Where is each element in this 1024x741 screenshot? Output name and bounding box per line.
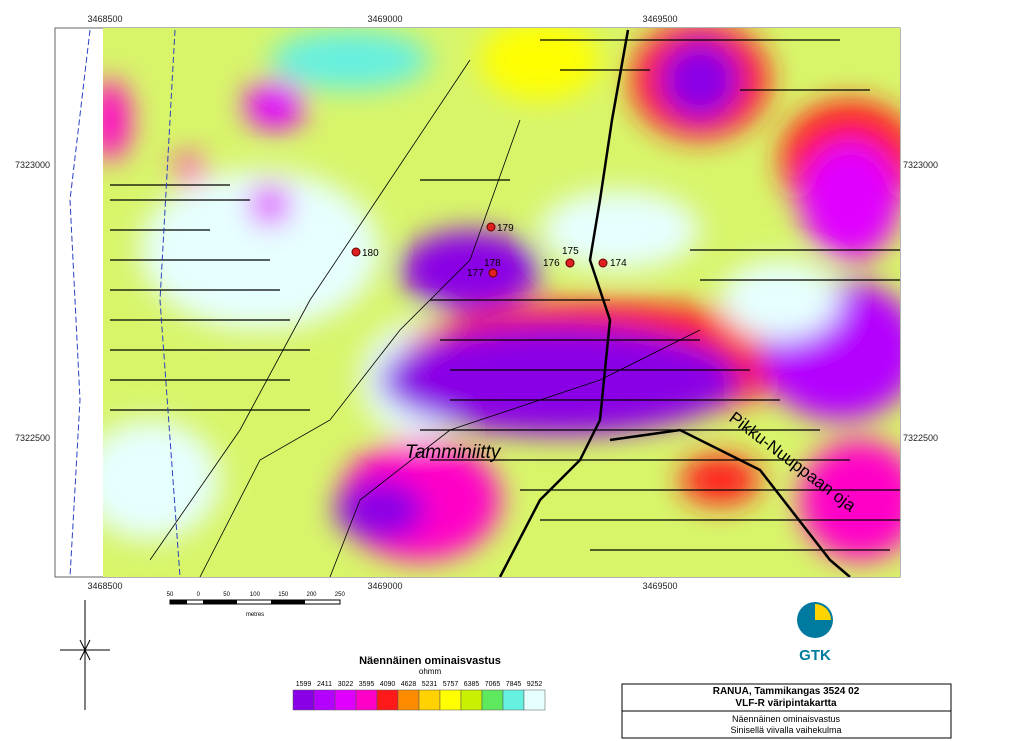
gtk-logo: GTK	[797, 602, 833, 664]
legend-swatch	[355, 689, 378, 711]
scale-label: 50	[223, 592, 230, 598]
coordinate-labels: 3468500 3468500 3469000 3469000 3469500 34695…	[15, 14, 938, 591]
legend-swatch	[439, 689, 462, 711]
legend-label: 5231	[422, 681, 438, 688]
legend-swatch	[334, 689, 357, 711]
point-label: 178	[484, 258, 501, 269]
legend-swatch	[397, 689, 420, 711]
legend-label: 2411	[317, 681, 332, 688]
legend-swatch	[481, 689, 504, 711]
legend-swatch	[313, 689, 336, 711]
point-label: 174	[610, 258, 627, 269]
x-coord: 3468500	[87, 581, 122, 591]
resistivity-raster	[103, 28, 900, 577]
legend-label: 1599	[296, 681, 312, 688]
y-coord: 7322500	[15, 433, 50, 443]
y-coord: 7323000	[15, 160, 50, 170]
point-label: 177	[467, 268, 484, 279]
sample-point	[486, 222, 496, 232]
legend-swatch	[460, 689, 483, 711]
y-coord: 7323000	[903, 160, 938, 170]
y-coord: 7322500	[903, 433, 938, 443]
legend-label: 4090	[380, 681, 396, 688]
legend-swatch	[502, 689, 525, 711]
scale-unit: metres	[246, 612, 264, 618]
x-coord: 3469000	[367, 14, 402, 24]
scale-label: 100	[250, 592, 261, 598]
north-arrow	[60, 600, 110, 710]
legend-swatch	[292, 689, 315, 711]
legend-label: 3595	[359, 681, 375, 688]
scale-label: 150	[278, 592, 289, 598]
x-coord: 3469000	[367, 581, 402, 591]
scale-label: 50	[167, 592, 174, 598]
x-coord: 3469500	[642, 581, 677, 591]
title-line: Sinisellä viivalla vaihekulma	[730, 725, 841, 735]
legend-swatch	[523, 689, 546, 711]
hatching	[110, 39, 900, 551]
sample-point	[488, 268, 498, 278]
stream	[498, 29, 851, 577]
sample-point	[598, 258, 608, 268]
legend-label: 3022	[338, 681, 354, 688]
point-label: 180	[362, 248, 379, 259]
point-label: 175	[562, 246, 579, 257]
point-label: 179	[497, 223, 514, 234]
sample-point	[351, 247, 361, 257]
sample-point	[565, 258, 575, 268]
legend-unit: ohmm	[419, 667, 442, 676]
title-line: Näennäinen ominaisvastus	[732, 714, 841, 724]
legend: 1599 2411 3022 3595 4090 4628 5231 5757 6385 7065…	[292, 681, 546, 711]
title-block: RANUA, Tammikangas 3524 02 VLF-R väripin…	[621, 683, 952, 739]
scale-label: 200	[306, 592, 317, 598]
scale-bar: 50 0 50 100 150 200 250 metres	[167, 592, 346, 618]
phase-angle-lines	[69, 29, 181, 578]
logo-text: GTK	[799, 647, 831, 664]
legend-label: 7065	[485, 681, 501, 688]
point-label: 176	[543, 258, 560, 269]
x-coord: 3468500	[87, 14, 122, 24]
legend-swatch	[376, 689, 399, 711]
title-line: RANUA, Tammikangas 3524 02	[713, 686, 860, 697]
scale-label: 0	[197, 592, 201, 598]
legend-label: 9252	[527, 681, 543, 688]
legend-label: 7845	[506, 681, 522, 688]
legend-label: 6385	[464, 681, 480, 688]
place-name: Tamminiitty	[405, 442, 502, 463]
x-coord: 3469500	[642, 14, 677, 24]
legend-title: Näennäinen ominaisvastus	[359, 655, 501, 667]
paths	[149, 59, 701, 577]
legend-swatch	[418, 689, 441, 711]
legend-label: 5757	[443, 681, 459, 688]
scale-label: 250	[335, 592, 346, 598]
legend-label: 4628	[401, 681, 417, 688]
title-line: VLF-R väripintakartta	[735, 698, 837, 709]
